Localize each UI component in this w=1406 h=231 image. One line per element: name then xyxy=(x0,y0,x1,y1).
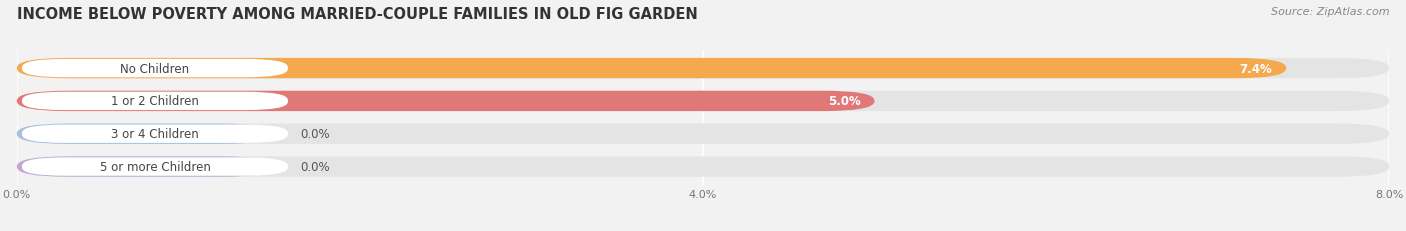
FancyBboxPatch shape xyxy=(17,157,1389,177)
Text: Source: ZipAtlas.com: Source: ZipAtlas.com xyxy=(1271,7,1389,17)
FancyBboxPatch shape xyxy=(22,60,288,78)
FancyBboxPatch shape xyxy=(17,124,274,144)
Text: 1 or 2 Children: 1 or 2 Children xyxy=(111,95,198,108)
FancyBboxPatch shape xyxy=(17,59,1286,79)
Text: 0.0%: 0.0% xyxy=(299,128,329,141)
FancyBboxPatch shape xyxy=(17,91,1389,112)
Text: INCOME BELOW POVERTY AMONG MARRIED-COUPLE FAMILIES IN OLD FIG GARDEN: INCOME BELOW POVERTY AMONG MARRIED-COUPL… xyxy=(17,7,697,22)
FancyBboxPatch shape xyxy=(17,91,875,112)
FancyBboxPatch shape xyxy=(22,125,288,143)
FancyBboxPatch shape xyxy=(22,92,288,111)
Text: 5.0%: 5.0% xyxy=(828,95,860,108)
FancyBboxPatch shape xyxy=(17,59,1389,79)
Text: 5 or more Children: 5 or more Children xyxy=(100,160,211,173)
Text: 3 or 4 Children: 3 or 4 Children xyxy=(111,128,198,141)
Text: 7.4%: 7.4% xyxy=(1240,62,1272,75)
FancyBboxPatch shape xyxy=(22,158,288,176)
FancyBboxPatch shape xyxy=(17,157,274,177)
FancyBboxPatch shape xyxy=(17,124,1389,144)
Text: No Children: No Children xyxy=(121,62,190,75)
Text: 0.0%: 0.0% xyxy=(299,160,329,173)
